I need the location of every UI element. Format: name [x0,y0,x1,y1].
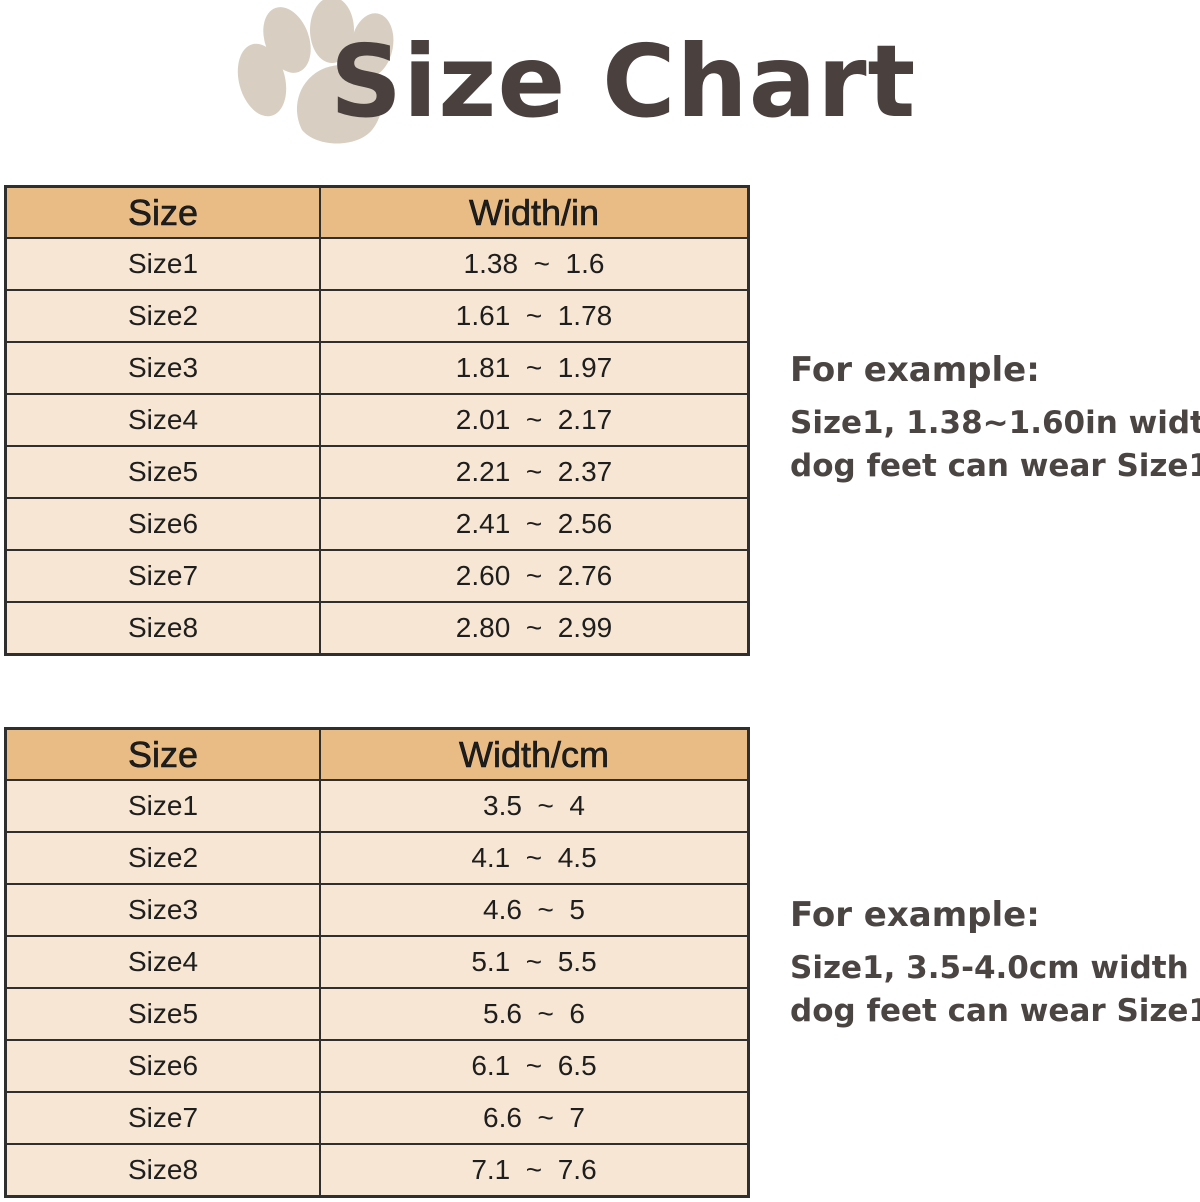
size-cell: Size3 [4,883,321,937]
width-cell: 1.61 ~ 1.78 [319,289,750,343]
header-size: Size [4,727,321,781]
table-row: Size3 4.6 ~ 5 [4,883,750,937]
width-cell: 4.1 ~ 4.5 [319,831,750,885]
width-cell: 2.41 ~ 2.56 [319,497,750,551]
example-line: Size1, 1.38~1.60in width [790,405,1200,441]
page-title: Size Chart [330,23,917,140]
example-line: dog feet can wear Size1 [790,993,1200,1029]
size-cell: Size3 [4,341,321,395]
example-heading: For example: [790,350,1040,390]
width-cell: 2.60 ~ 2.76 [319,549,750,603]
paw-print-icon [237,0,394,144]
table-row: Size4 5.1 ~ 5.5 [4,935,750,989]
size-cell: Size5 [4,445,321,499]
size-cell: Size6 [4,1039,321,1093]
size-cell: Size1 [4,237,321,291]
width-cell: 6.6 ~ 7 [319,1091,750,1145]
table-row: Size1 1.38 ~ 1.6 [4,237,750,291]
width-cell: 5.6 ~ 6 [319,987,750,1041]
width-cell: 2.21 ~ 2.37 [319,445,750,499]
width-cell: 5.1 ~ 5.5 [319,935,750,989]
example-line: Size1, 3.5-4.0cm width [790,950,1189,986]
width-cell: 2.80 ~ 2.99 [319,601,750,656]
example-line: dog feet can wear Size1 [790,448,1200,484]
size-cell: Size6 [4,497,321,551]
table-row: Size7 6.6 ~ 7 [4,1091,750,1145]
cm-size-table: Size Width/cm Size1 3.5 ~ 4 Size2 4.1 ~ 4.5… [4,727,750,1198]
width-cell: 1.38 ~ 1.6 [319,237,750,291]
table-row: Size2 1.61 ~ 1.78 [4,289,750,343]
header-size: Size [4,185,321,239]
header-width: Width/cm [319,727,750,781]
width-cell: 3.5 ~ 4 [319,779,750,833]
size-cell: Size7 [4,549,321,603]
header-width: Width/in [319,185,750,239]
size-cell: Size2 [4,289,321,343]
table-header-row: Size Width/in [4,185,750,239]
width-cell: 4.6 ~ 5 [319,883,750,937]
cm-example: For example: Size1, 3.5-4.0cm width dog … [790,895,1200,1033]
table-row: Size3 1.81 ~ 1.97 [4,341,750,395]
width-cell: 6.1 ~ 6.5 [319,1039,750,1093]
width-cell: 2.01 ~ 2.17 [319,393,750,447]
size-cell: Size8 [4,601,321,656]
table-row: Size1 3.5 ~ 4 [4,779,750,833]
table-row: Size5 5.6 ~ 6 [4,987,750,1041]
size-cell: Size2 [4,831,321,885]
inch-size-table: Size Width/in Size1 1.38 ~ 1.6 Size2 1.61 ~… [4,185,750,656]
width-cell: 1.81 ~ 1.97 [319,341,750,395]
table-row: Size8 7.1 ~ 7.6 [4,1143,750,1198]
table-row: Size2 4.1 ~ 4.5 [4,831,750,885]
table-row: Size8 2.80 ~ 2.99 [4,601,750,656]
table-row: Size7 2.60 ~ 2.76 [4,549,750,603]
size-cell: Size1 [4,779,321,833]
size-cell: Size4 [4,393,321,447]
inch-example: For example: Size1, 1.38~1.60in width do… [790,350,1200,488]
table-row: Size6 2.41 ~ 2.56 [4,497,750,551]
size-cell: Size5 [4,987,321,1041]
size-cell: Size8 [4,1143,321,1198]
size-cell: Size7 [4,1091,321,1145]
size-cell: Size4 [4,935,321,989]
table-row: Size4 2.01 ~ 2.17 [4,393,750,447]
example-heading: For example: [790,895,1040,935]
table-header-row: Size Width/cm [4,727,750,781]
table-row: Size5 2.21 ~ 2.37 [4,445,750,499]
table-row: Size6 6.1 ~ 6.5 [4,1039,750,1093]
width-cell: 7.1 ~ 7.6 [319,1143,750,1198]
